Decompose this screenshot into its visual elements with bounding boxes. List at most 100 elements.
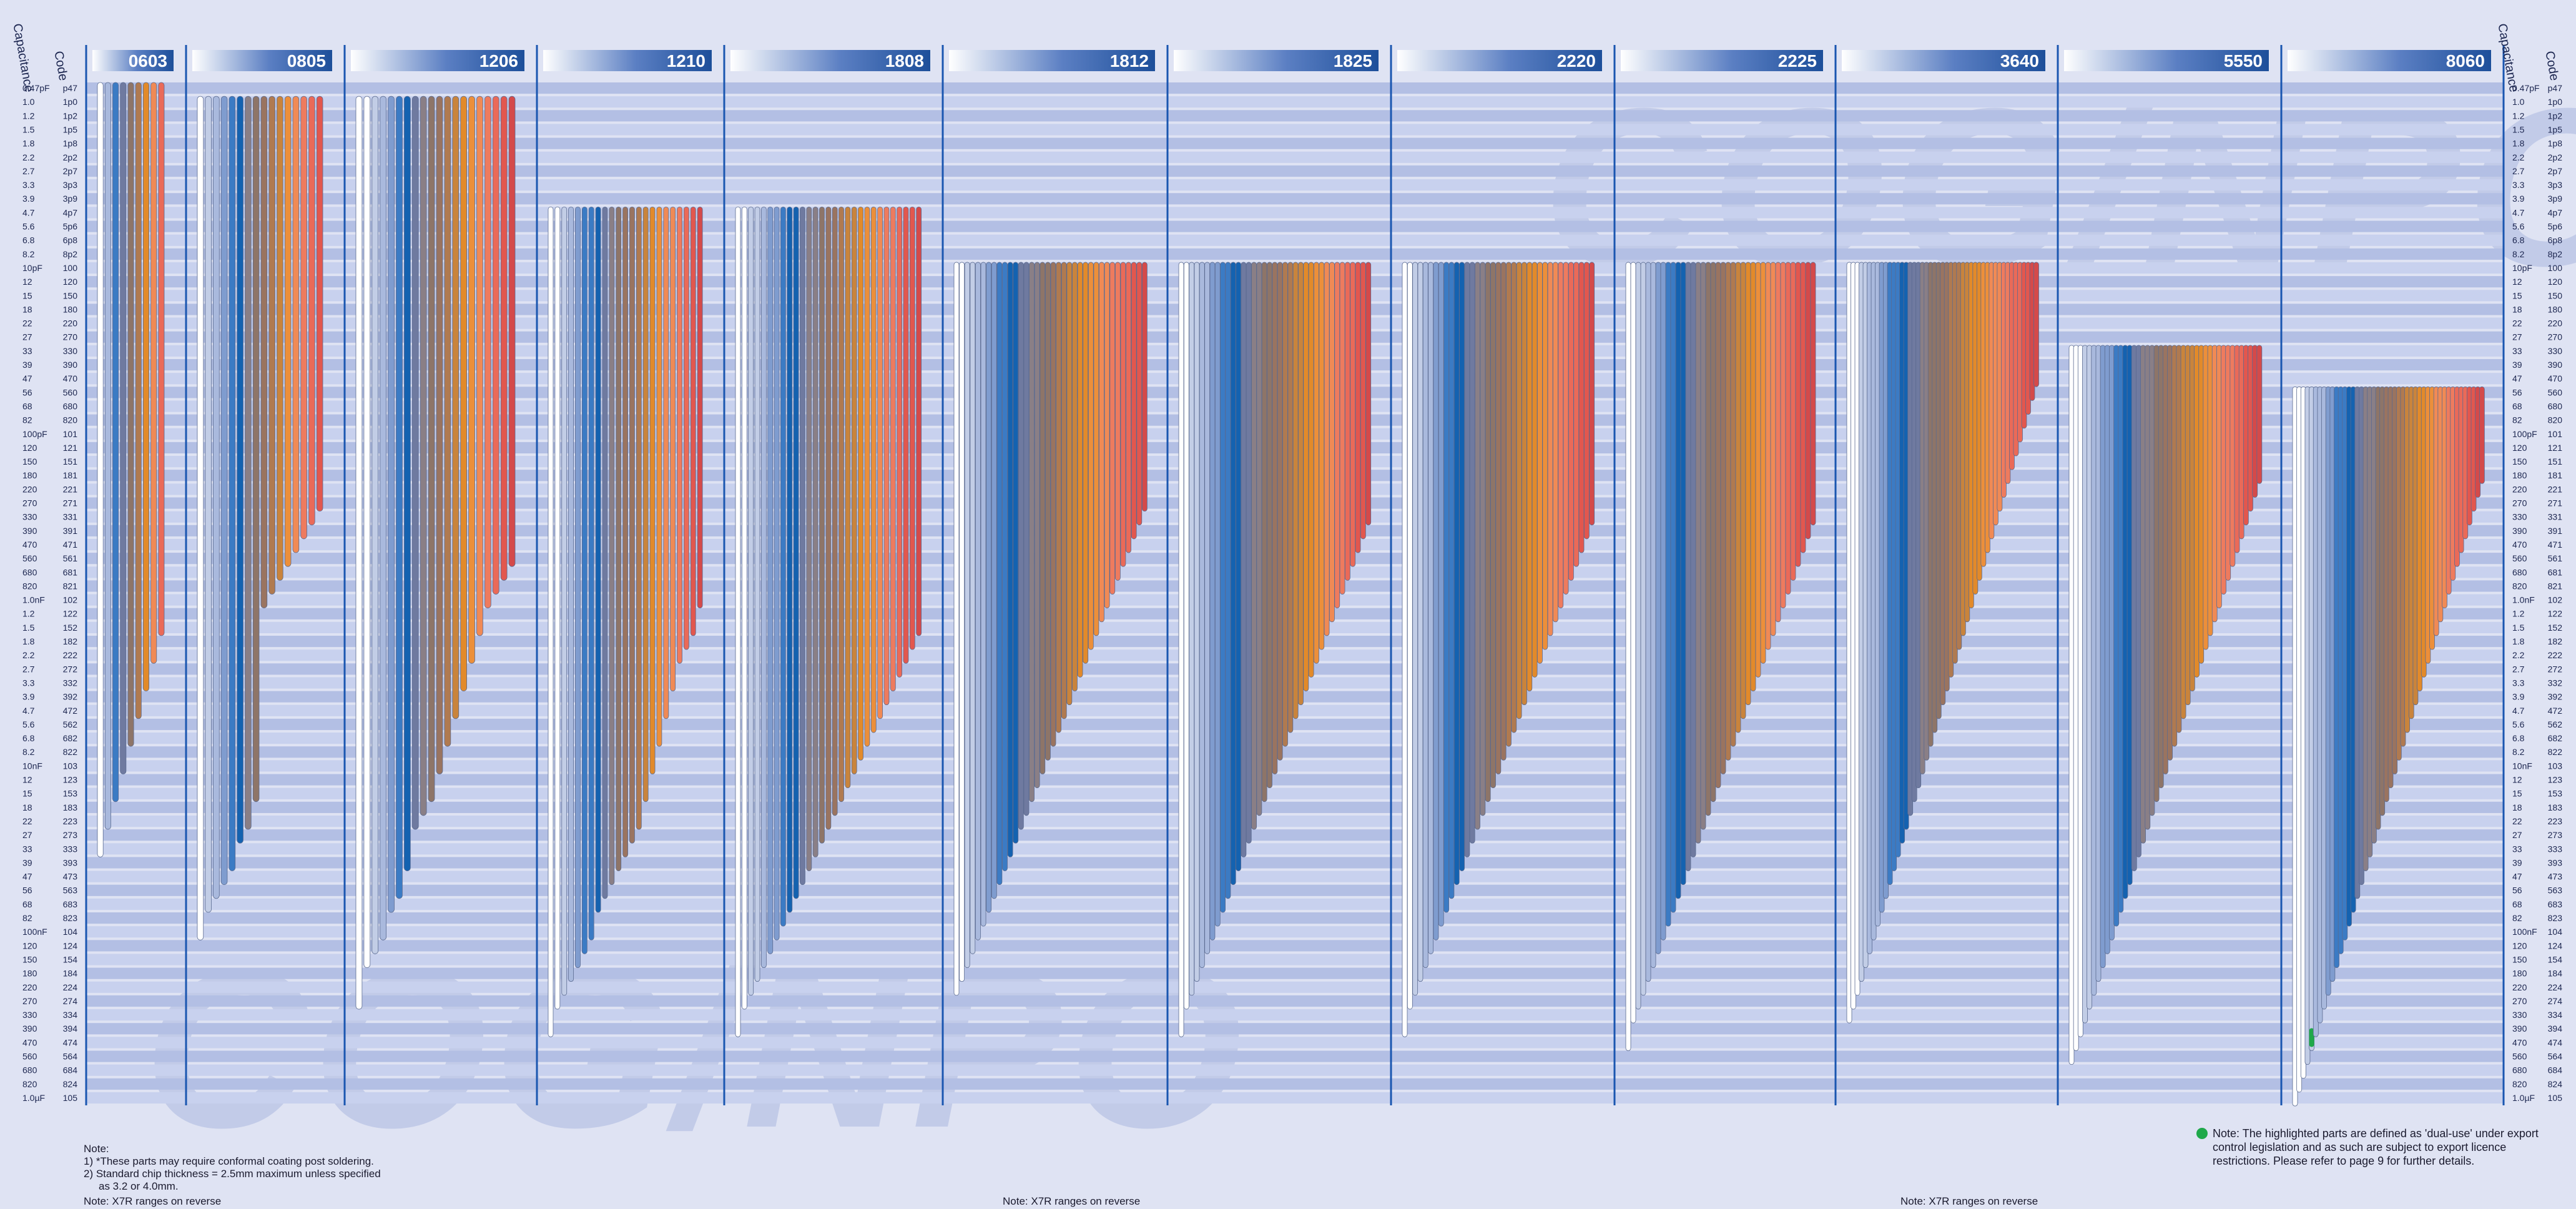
code-label: 474 bbox=[2548, 1037, 2563, 1047]
capacitance-label: 68 bbox=[2512, 401, 2522, 411]
code-label: 561 bbox=[63, 553, 78, 563]
range-bar bbox=[396, 96, 403, 899]
range-bar bbox=[916, 206, 922, 636]
capacitance-label: 6.8 bbox=[2512, 733, 2525, 743]
capacitance-label: 2.7 bbox=[22, 664, 35, 674]
code-label: 102 bbox=[63, 595, 78, 605]
range-bar bbox=[1720, 262, 1726, 774]
range-bar bbox=[1765, 262, 1771, 650]
range-bar bbox=[622, 206, 628, 857]
capacitance-label: 100nF bbox=[22, 927, 47, 937]
range-bar bbox=[1002, 262, 1008, 871]
capacitance-label: 82 bbox=[22, 913, 32, 923]
code-label: 183 bbox=[63, 802, 78, 812]
capacitance-label: 2.7 bbox=[2512, 166, 2525, 176]
code-label: 5p6 bbox=[63, 222, 78, 232]
range-bar bbox=[1292, 262, 1299, 719]
range-bar bbox=[845, 206, 851, 789]
range-bar bbox=[1267, 262, 1272, 789]
capacitance-label: 680 bbox=[2512, 1065, 2527, 1075]
code-label: 332 bbox=[63, 678, 78, 688]
capacitance-label: 560 bbox=[22, 1052, 37, 1062]
capacitance-label: 1.5 bbox=[22, 623, 35, 633]
code-label: 3p3 bbox=[2548, 180, 2563, 190]
range-bar bbox=[1272, 262, 1278, 774]
code-label: 681 bbox=[2548, 567, 2563, 577]
range-bar bbox=[1522, 262, 1527, 706]
range-bar bbox=[500, 96, 508, 581]
range-bar bbox=[986, 262, 992, 913]
code-label: 684 bbox=[63, 1065, 78, 1075]
code-label: 392 bbox=[2548, 692, 2563, 702]
range-bar bbox=[1464, 262, 1470, 857]
capacitance-label: 33 bbox=[22, 844, 32, 854]
case-size-label: 1812 bbox=[1110, 51, 1149, 71]
range-bar bbox=[1061, 262, 1067, 719]
capacitance-label: 1.5 bbox=[22, 124, 35, 134]
range-bar bbox=[1329, 262, 1335, 623]
code-label: 223 bbox=[63, 816, 78, 826]
range-bar bbox=[1469, 262, 1475, 844]
range-bar bbox=[897, 206, 903, 678]
code-label: 560 bbox=[63, 387, 78, 397]
range-bar bbox=[1214, 262, 1221, 927]
case-header-bg bbox=[1621, 50, 1823, 71]
code-label: 121 bbox=[63, 443, 78, 453]
range-bar bbox=[1402, 262, 1408, 1037]
capacitance-label: 22 bbox=[2512, 816, 2522, 826]
capacitance-label: 560 bbox=[2512, 1052, 2527, 1062]
code-label: 331 bbox=[63, 512, 78, 522]
range-bar bbox=[1730, 262, 1736, 747]
code-label: 224 bbox=[63, 982, 78, 992]
code-label: p47 bbox=[2548, 83, 2563, 93]
range-bar bbox=[1178, 262, 1184, 1037]
range-bar bbox=[2256, 345, 2263, 484]
capacitance-label: 18 bbox=[2512, 304, 2522, 314]
range-bar bbox=[595, 206, 601, 913]
capacitance-label: 390 bbox=[22, 526, 37, 536]
range-bar bbox=[277, 96, 283, 581]
capacitance-label: 4.7 bbox=[2512, 706, 2525, 716]
code-label: 334 bbox=[2548, 1010, 2563, 1020]
range-bar bbox=[1099, 262, 1104, 623]
case-header-bg bbox=[351, 50, 524, 71]
range-bar bbox=[1475, 262, 1480, 830]
range-bar bbox=[220, 96, 228, 886]
capacitance-label: 180 bbox=[22, 470, 37, 480]
capacitance-label: 27 bbox=[22, 332, 32, 342]
code-label: 123 bbox=[2548, 775, 2563, 785]
range-bar bbox=[1438, 262, 1444, 927]
row-band bbox=[86, 193, 2504, 205]
range-bar bbox=[1795, 262, 1801, 567]
capacitance-label: 18 bbox=[22, 802, 32, 812]
capacitance-label: 5.6 bbox=[22, 222, 35, 232]
capacitance-label: 1.2 bbox=[2512, 609, 2525, 619]
capacitance-label: 3.3 bbox=[22, 678, 35, 688]
capacitance-label: 3.3 bbox=[2512, 180, 2525, 190]
capacitance-label: 1.8 bbox=[22, 139, 35, 149]
code-label: 820 bbox=[63, 415, 78, 425]
capacitance-label: 8.2 bbox=[22, 747, 35, 757]
range-bar bbox=[1120, 262, 1126, 567]
range-bar bbox=[581, 206, 587, 954]
code-label: 121 bbox=[2548, 443, 2563, 453]
case-size-label: 3640 bbox=[2000, 51, 2039, 71]
case-header-bg bbox=[730, 50, 930, 71]
range-bar bbox=[1225, 262, 1231, 899]
range-bar bbox=[1537, 262, 1543, 664]
range-bar bbox=[1355, 262, 1361, 553]
capacitance-label: 10pF bbox=[2512, 263, 2532, 273]
code-label: 821 bbox=[63, 581, 78, 591]
range-bar bbox=[1050, 262, 1056, 747]
range-bar bbox=[1433, 262, 1439, 940]
capacitance-label: 1.0nF bbox=[22, 595, 45, 605]
capacitance-label: 120 bbox=[2512, 940, 2527, 950]
range-bar bbox=[1680, 262, 1686, 886]
range-bar bbox=[1660, 262, 1666, 940]
dual-use-highlight bbox=[2309, 1028, 2314, 1047]
capacitance-label: 120 bbox=[22, 940, 37, 950]
range-bar bbox=[656, 206, 662, 747]
capacitance-label: 0.47pF bbox=[22, 83, 50, 93]
code-label: 271 bbox=[63, 498, 78, 508]
code-label: 124 bbox=[63, 940, 78, 950]
